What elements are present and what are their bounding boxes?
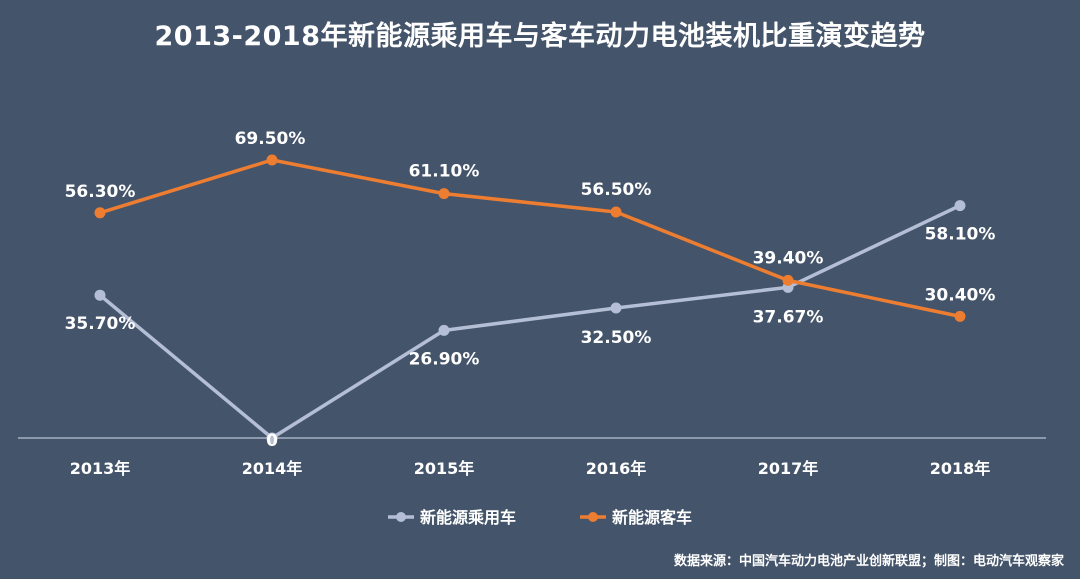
series-2-point xyxy=(954,310,966,322)
series-line-2 xyxy=(99,158,961,319)
data-label: 61.10% xyxy=(409,162,480,182)
data-label: 69.50% xyxy=(235,129,306,149)
chart-title: 2013-2018年新能源乘用车与客车动力电池装机比重演变趋势 xyxy=(154,21,926,52)
legend-marker-1 xyxy=(396,512,406,522)
series-2-point xyxy=(438,188,450,200)
series-2-point xyxy=(94,207,106,219)
data-label: 37.67% xyxy=(753,307,824,327)
data-label: 56.50% xyxy=(581,180,652,200)
data-label: 26.90% xyxy=(409,349,480,369)
data-label: 35.70% xyxy=(65,314,136,334)
x-tick-label: 2018年 xyxy=(930,459,991,478)
x-tick-label: 2013年 xyxy=(70,459,131,478)
legend-label-2: 新能源客车 xyxy=(612,508,692,527)
series-1-point xyxy=(438,324,450,336)
series-1-point xyxy=(610,302,622,314)
x-tick-label: 2016年 xyxy=(586,459,647,478)
data-label: 0 xyxy=(266,431,278,451)
x-tick-label: 2017年 xyxy=(758,459,819,478)
data-label: 39.40% xyxy=(753,248,824,268)
series-1-point xyxy=(266,432,278,444)
x-tick-label: 2015年 xyxy=(414,459,475,478)
data-label: 30.40% xyxy=(925,285,996,305)
series-1-point xyxy=(94,289,106,301)
data-label: 32.50% xyxy=(581,328,652,348)
series-line-1 xyxy=(98,204,961,440)
legend-marker-2 xyxy=(588,512,598,522)
data-source-note: 数据来源：中国汽车动力电池产业创新联盟；制图：电动汽车观察家 xyxy=(673,554,1064,569)
legend-label-1: 新能源乘用车 xyxy=(420,508,516,527)
data-label: 58.10% xyxy=(925,225,996,245)
series-2-point xyxy=(266,154,278,166)
series-1-point xyxy=(954,200,966,212)
data-label: 56.30% xyxy=(65,182,136,202)
x-tick-label: 2014年 xyxy=(242,459,303,478)
series-2-point xyxy=(782,274,794,286)
series-2-point xyxy=(610,206,622,218)
